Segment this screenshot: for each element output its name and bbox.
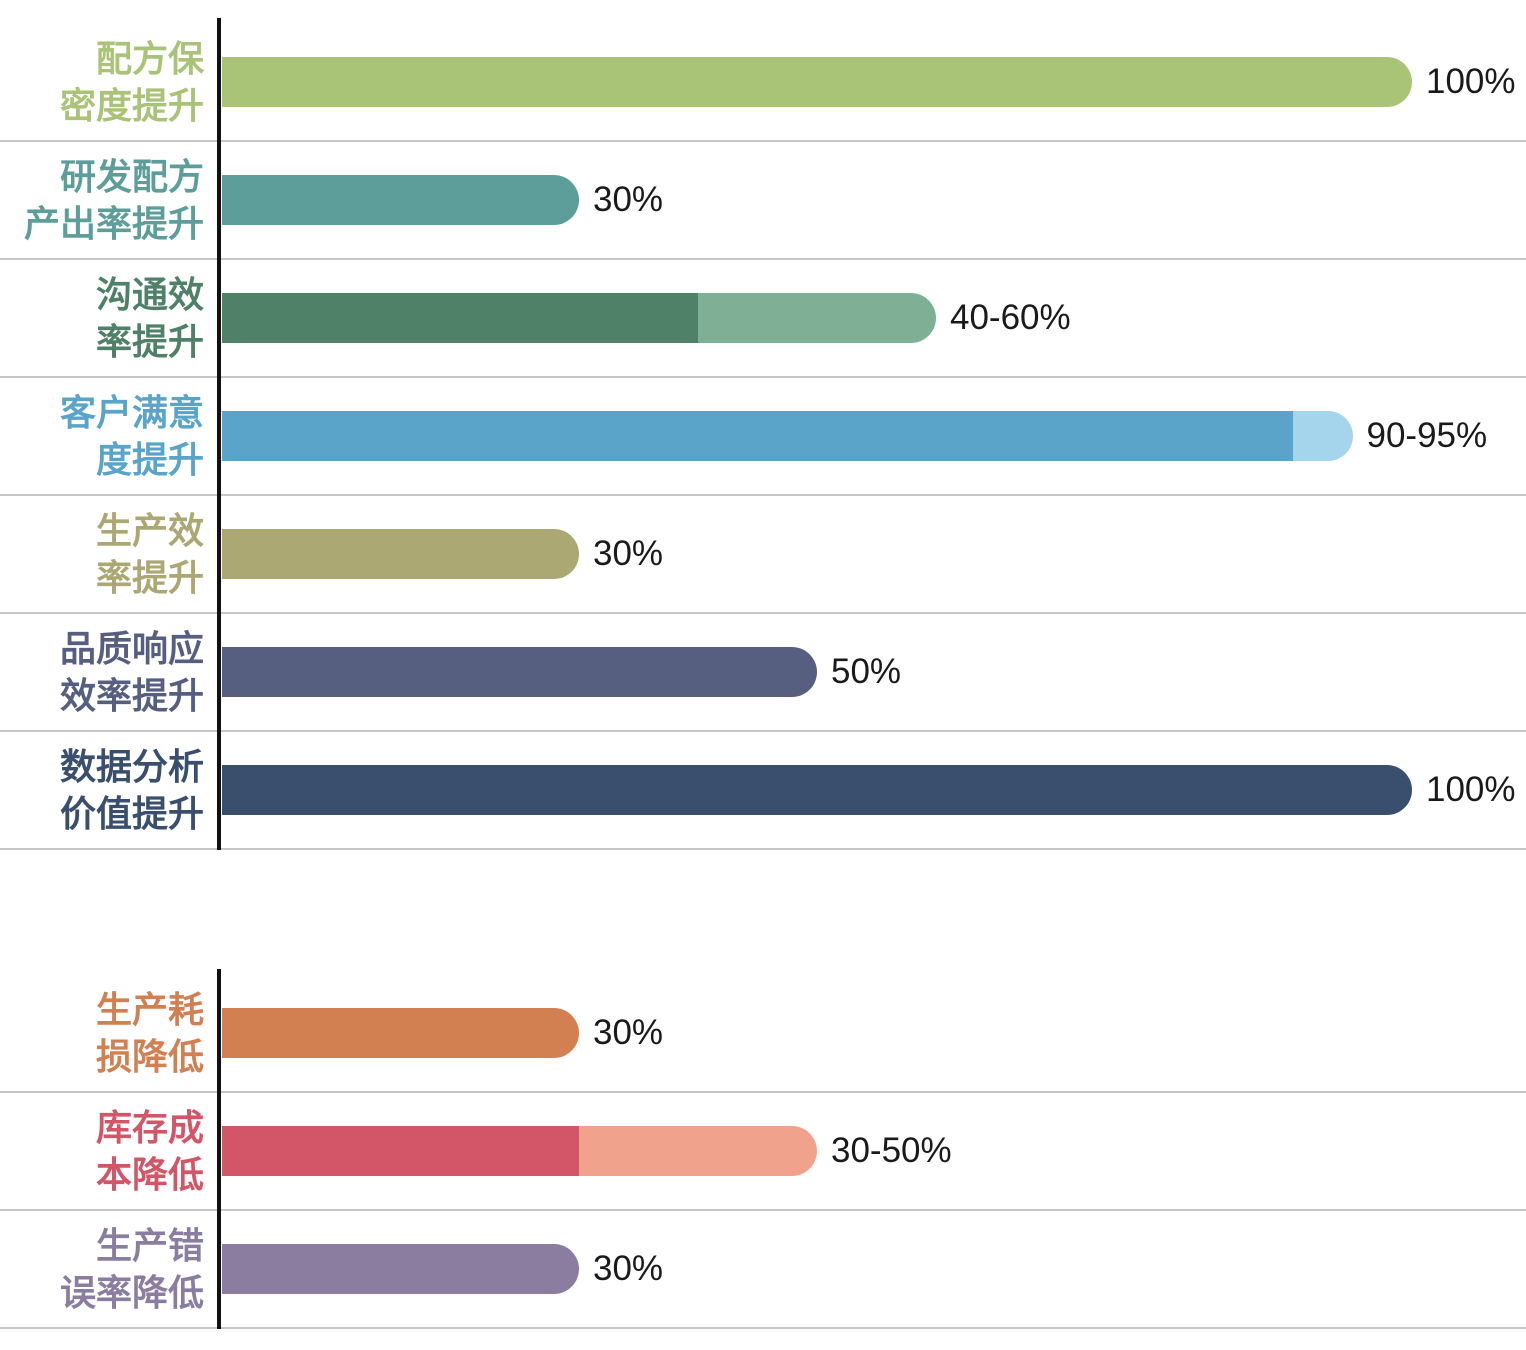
value-label: 30-50% [831, 1131, 952, 1170]
bar-solid-segment [222, 293, 698, 343]
category-label: 配方保 密度提升 [59, 38, 204, 126]
bar [222, 529, 579, 579]
bar-area: 50% [218, 647, 1526, 697]
value-label: 50% [831, 652, 902, 691]
bar-area: 30% [218, 175, 1526, 225]
chart-row: 品质响应 效率提升 50% [0, 614, 1526, 732]
value-label: 90-95% [1366, 416, 1488, 455]
bar-area: 40-60% [218, 293, 1526, 343]
bar [222, 57, 1412, 107]
bar [222, 1008, 579, 1058]
bar-area: 90-95% [218, 411, 1526, 461]
category-label: 数据分析 价值提升 [59, 746, 204, 834]
bar-area: 100% [218, 765, 1526, 815]
bar-area: 30% [218, 1008, 1526, 1058]
value-label: 30% [593, 180, 664, 219]
chart-row: 客户满意 度提升 90-95% [0, 378, 1526, 496]
category-label: 库存成 本降低 [95, 1107, 204, 1195]
chart-row: 数据分析 价值提升 100% [0, 732, 1526, 850]
value-label: 100% [1426, 770, 1516, 809]
bar [222, 647, 817, 697]
value-label: 100% [1426, 62, 1516, 101]
improvement-chart: 配方保 密度提升 100% 研发配方 产出率提升 30% 沟通效 率提升 40-60% 客户满意度… [0, 18, 1526, 850]
bar-solid-segment [222, 1126, 579, 1176]
bar-area: 30% [218, 1244, 1526, 1294]
bar-area: 100% [218, 57, 1526, 107]
value-label: 30% [593, 534, 664, 573]
y-axis-line [217, 969, 221, 1329]
chart-row: 库存成 本降低 30-50% [0, 1093, 1526, 1211]
bar [222, 175, 579, 225]
category-label: 品质响应 效率提升 [59, 628, 204, 716]
category-label: 研发配方 产出率提升 [23, 156, 204, 244]
bar-solid-segment [222, 411, 1293, 461]
bar [222, 765, 1412, 815]
chart-row: 研发配方 产出率提升 30% [0, 142, 1526, 260]
bar-area: 30% [218, 529, 1526, 579]
reduction-chart: 生产耗 损降低 30% 库存成 本降低 30-50% 生产错 误率降低 30% [0, 969, 1526, 1329]
bar-area: 30-50% [218, 1126, 1526, 1176]
chart-row: 生产耗 损降低 30% [0, 975, 1526, 1093]
category-label: 沟通效 率提升 [95, 274, 204, 362]
chart-row: 配方保 密度提升 100% [0, 24, 1526, 142]
chart-row: 生产效 率提升 30% [0, 496, 1526, 614]
chart-row: 沟通效 率提升 40-60% [0, 260, 1526, 378]
y-axis-line [217, 18, 221, 850]
value-label: 30% [593, 1249, 664, 1288]
bar [222, 411, 1353, 461]
category-label: 客户满意 度提升 [59, 392, 204, 480]
category-label: 生产错 误率降低 [59, 1225, 204, 1313]
value-label: 40-60% [950, 298, 1071, 337]
bar [222, 293, 936, 343]
bar [222, 1126, 817, 1176]
bar [222, 1244, 579, 1294]
category-label: 生产效 率提升 [95, 510, 204, 598]
category-label: 生产耗 损降低 [95, 989, 204, 1077]
chart-row: 生产错 误率降低 30% [0, 1211, 1526, 1329]
value-label: 30% [593, 1013, 664, 1052]
